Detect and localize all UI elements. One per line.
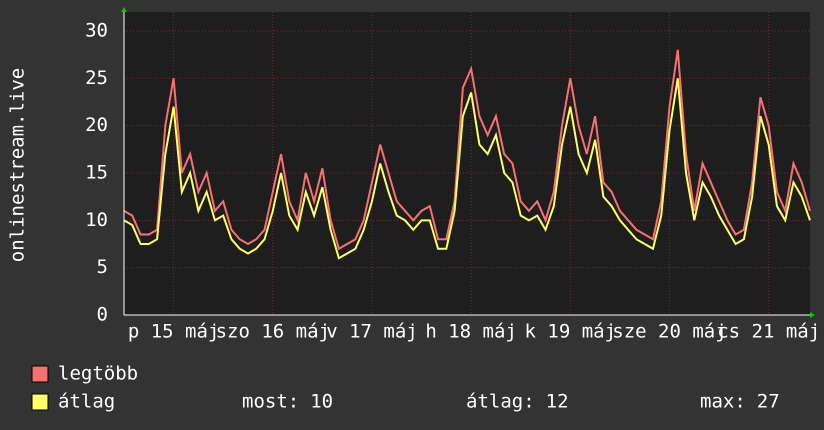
series-line <box>123 49 811 251</box>
series-line <box>123 78 811 260</box>
y-tick-label: 25 <box>85 67 108 89</box>
y-axis-label: onlinestream.live <box>7 68 29 262</box>
plot-area <box>124 12 810 315</box>
y-tick-label: 5 <box>97 256 108 278</box>
y-tick-label: 10 <box>85 209 108 231</box>
stat-value: 27 <box>757 391 780 413</box>
x-tick-label: szo 16 máj <box>216 321 330 343</box>
legend-swatch <box>31 393 49 411</box>
x-tick-label: h 18 máj <box>425 321 517 343</box>
y-tick-label: 0 <box>97 304 108 326</box>
y-tick-label: 20 <box>85 114 108 136</box>
legend-label: legtöbb <box>58 363 138 385</box>
x-tick-label: k 19 máj <box>525 321 617 343</box>
axis-arrow <box>121 7 127 12</box>
y-tick-label: 15 <box>85 161 108 183</box>
x-tick-label: sze 20 máj <box>612 321 726 343</box>
stat-value: 12 <box>546 391 569 413</box>
legend-label: átlag <box>58 391 115 413</box>
legend-swatch <box>31 365 49 383</box>
stat-label: max: <box>700 391 746 413</box>
stat-label: átlag: <box>466 391 535 413</box>
axis-arrow <box>810 312 815 318</box>
stat-value: 10 <box>310 391 333 413</box>
x-tick-label: cs 21 máj <box>717 321 820 343</box>
y-tick-label: 30 <box>85 19 108 41</box>
stat-label: most: <box>242 391 299 413</box>
x-tick-label: p 15 máj <box>128 321 220 343</box>
x-tick-label: v 17 máj <box>326 321 418 343</box>
